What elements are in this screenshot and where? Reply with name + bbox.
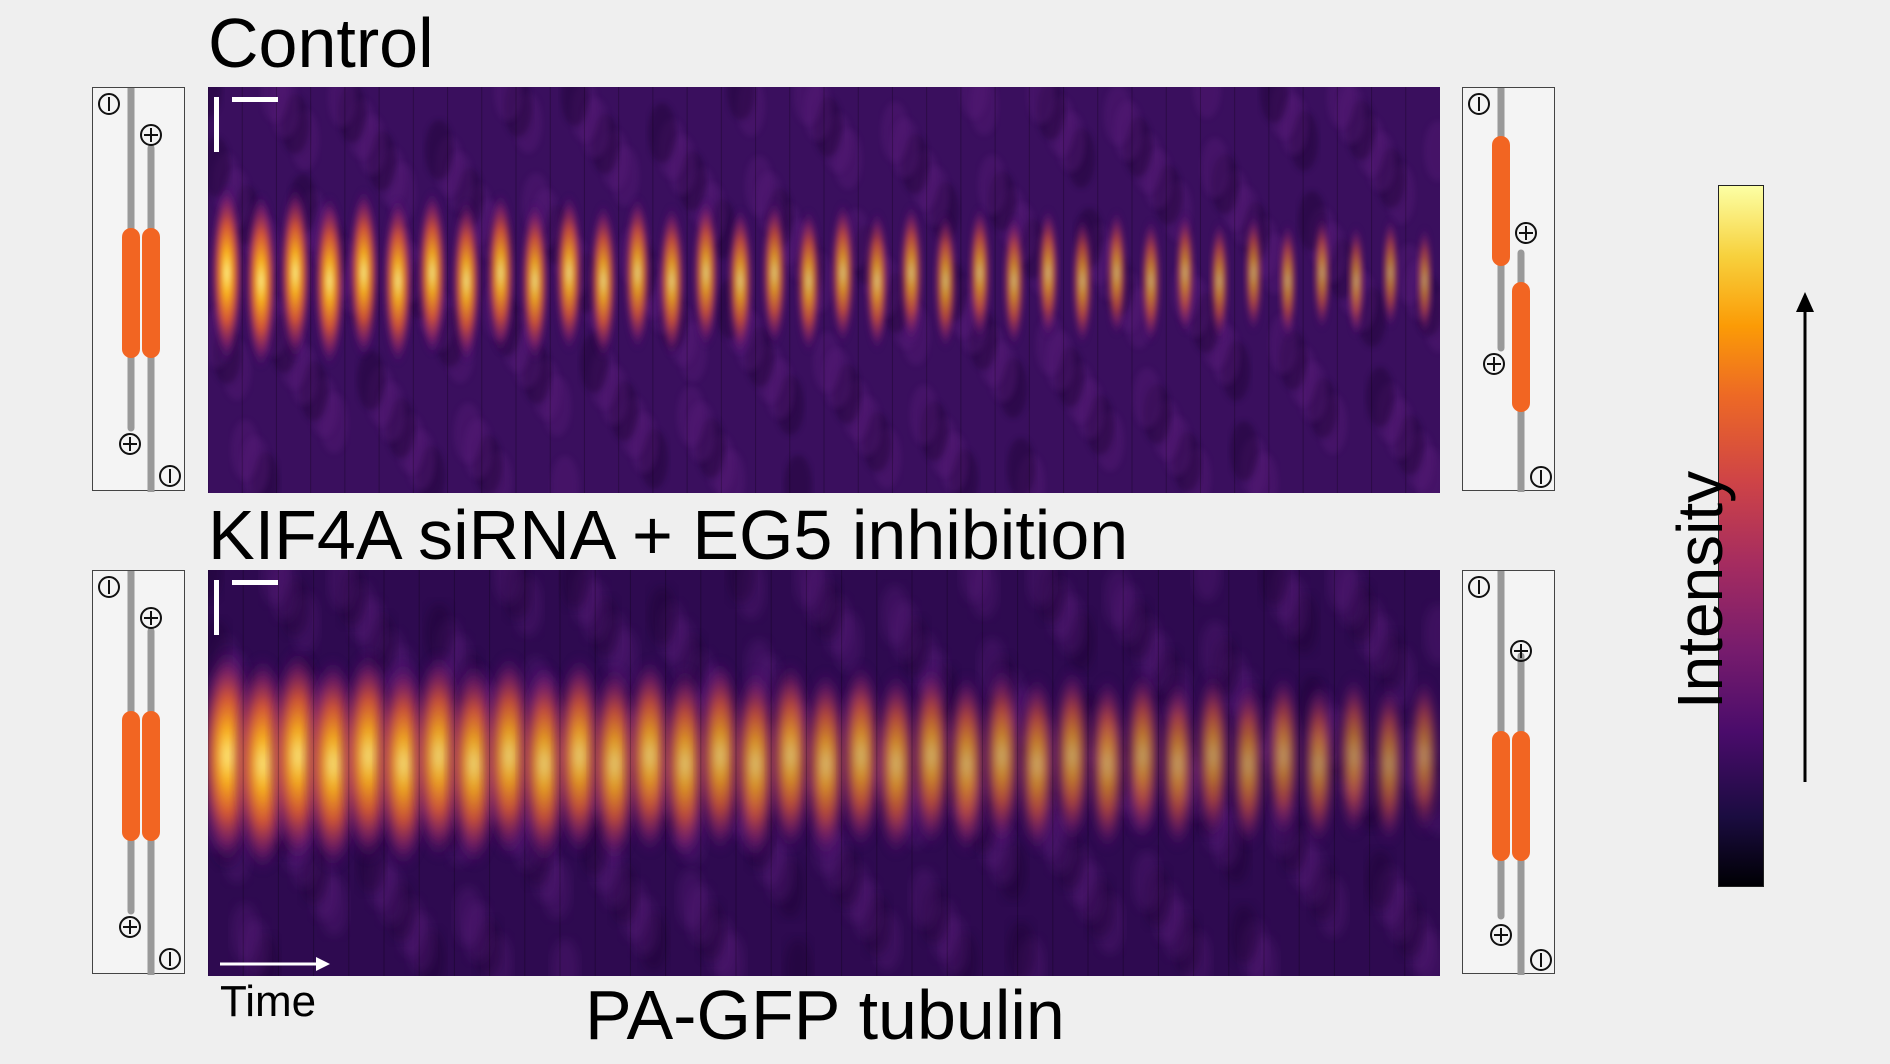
plus-end-icon (140, 124, 162, 146)
plus-end-icon (119, 433, 141, 455)
colorbar-label: Intensity (1664, 470, 1736, 710)
plus-end-icon (1515, 222, 1537, 244)
x-axis-label: PA-GFP tubulin (585, 976, 1065, 1054)
plus-end-icon (1483, 353, 1505, 375)
panel-title-kif4a: KIF4A siRNA + EG5 inhibition (208, 496, 1129, 574)
schematic-control-start (92, 87, 185, 492)
plus-end-icon (1510, 640, 1532, 662)
minus-end-icon (1530, 466, 1552, 488)
plus-end-icon (1490, 924, 1512, 946)
panel-title-control: Control (208, 4, 434, 82)
plus-end-icon (119, 916, 141, 938)
minus-end-icon (1530, 949, 1552, 971)
kymograph-kif4a (208, 570, 1440, 976)
intensity-colorbar (1718, 185, 1764, 887)
kymograph-control (208, 87, 1440, 493)
time-label: Time (220, 977, 317, 1026)
minus-end-icon (98, 93, 120, 115)
intensity-arrow-icon (1796, 292, 1814, 782)
schematic-kif4a-start (92, 570, 185, 975)
minus-end-icon (98, 576, 120, 598)
minus-end-icon (159, 948, 181, 970)
minus-end-icon (159, 465, 181, 487)
schematic-kif4a-end (1462, 570, 1555, 975)
minus-end-icon (1468, 576, 1490, 598)
minus-end-icon (1468, 93, 1490, 115)
time-arrow-icon (220, 957, 330, 971)
plus-end-icon (140, 607, 162, 629)
schematic-control-end (1462, 87, 1555, 492)
